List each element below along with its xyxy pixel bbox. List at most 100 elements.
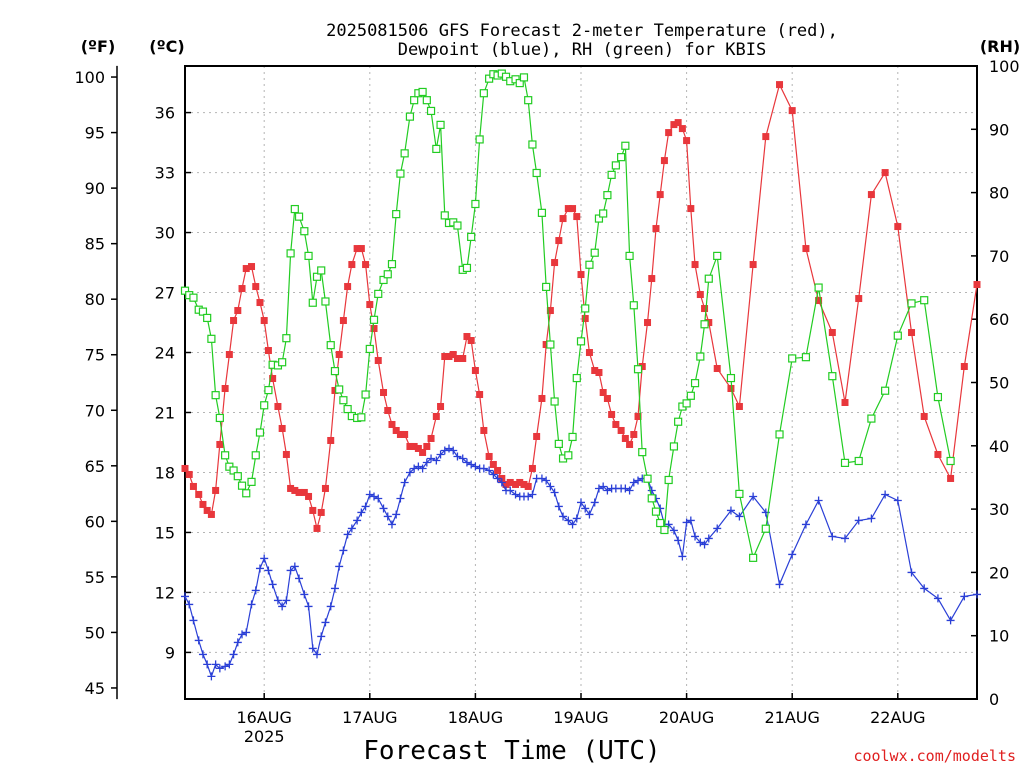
relative_humidity-point [881, 386, 890, 395]
dewpoint-point [238, 630, 247, 639]
temperature-point [524, 482, 532, 490]
dewpoint-point [664, 520, 673, 529]
relative_humidity-point [629, 301, 638, 310]
fahrenheit-tick-label: 75 [85, 346, 105, 365]
relative_humidity-point [501, 72, 511, 81]
dewpoint-point [308, 644, 317, 653]
temperature-point [317, 508, 325, 516]
dewpoint-point [749, 492, 758, 501]
relative_humidity-point [867, 414, 876, 423]
plot-area [180, 69, 981, 681]
temperature-point [713, 365, 721, 373]
relative_humidity-point [590, 248, 599, 257]
relative_humidity-point [304, 251, 313, 260]
relative_humidity-point [564, 451, 573, 460]
relative_humidity-point [282, 334, 291, 343]
dewpoint-point [881, 490, 890, 499]
relative_humidity-point [532, 168, 541, 178]
temperature-point [894, 223, 902, 231]
temperature-point [348, 261, 356, 269]
temperature-point [648, 275, 656, 283]
dewpoint-point [330, 584, 339, 593]
relative_humidity-point [546, 340, 555, 349]
dewpoint-point [268, 580, 277, 589]
fahrenheit-tick-label: 100 [74, 68, 105, 87]
temperature-point [599, 388, 607, 396]
dewpoint-point [207, 672, 216, 681]
fahrenheit-tick-label: 85 [85, 235, 105, 254]
relative_humidity-point [761, 524, 770, 533]
dewpoint-point [554, 502, 563, 511]
temperature-point [691, 261, 699, 269]
relative_humidity-point [700, 320, 709, 329]
temperature-point [445, 353, 453, 361]
temperature-point [494, 466, 502, 474]
temperature-point [908, 329, 916, 337]
dewpoint-point [497, 478, 506, 487]
temperature-point [644, 319, 652, 327]
temperature-point [881, 169, 889, 177]
celsius-tick-label: 12 [155, 583, 175, 602]
dewpoint-point [669, 526, 678, 535]
temperature-point [480, 426, 488, 434]
rh-tick-label: 10 [989, 627, 1009, 646]
relative_humidity-point [436, 120, 445, 129]
dewpoint-point [221, 662, 230, 671]
relative_humidity-point [625, 251, 634, 260]
time-tick-label: 18AUG [448, 708, 503, 727]
temperature-point [287, 484, 295, 492]
dewpoint-point [960, 592, 969, 601]
relative_humidity-point [647, 494, 656, 503]
relative_humidity-point [617, 153, 626, 162]
celsius-tick-label: 18 [155, 463, 175, 482]
chart-title-line1: 2025081506 GFS Forecast 2-meter Temperat… [326, 21, 838, 41]
relative_humidity-point [264, 385, 273, 395]
relative_humidity-point [814, 283, 823, 292]
temperature-point [331, 386, 339, 394]
temperature-point [634, 412, 642, 420]
dewpoint-point [440, 446, 449, 455]
time-tick-year: 2025 [244, 727, 285, 746]
temperature-point [591, 367, 599, 375]
temperature-point [366, 301, 374, 309]
relative_humidity-point [621, 141, 630, 150]
relative_humidity-point [479, 89, 488, 98]
relative_humidity-point [369, 315, 379, 324]
dewpoint-point [594, 484, 603, 493]
time-tick-label: 21AUG [764, 708, 819, 727]
dewpoint-point [392, 510, 401, 519]
relative_humidity-point [524, 96, 533, 105]
dewpoint-point [273, 596, 282, 605]
fahrenheit-tick-label: 80 [85, 290, 105, 309]
fahrenheit-tick-label: 55 [85, 568, 105, 587]
relative_humidity-point [581, 304, 590, 313]
temperature-point [638, 363, 646, 371]
dewpoint-point [189, 616, 198, 625]
temperature-point [776, 81, 784, 89]
temperature-point [788, 107, 796, 115]
temperature-point [520, 480, 528, 488]
relative_humidity-point [726, 373, 736, 383]
temperature-point [189, 482, 197, 490]
relative_humidity-point [294, 212, 304, 221]
temperature-point [401, 430, 409, 438]
dewpoint-point [585, 510, 594, 519]
temperature-point [374, 357, 382, 365]
relative_humidity-point [893, 331, 902, 340]
relative_humidity-point [321, 297, 330, 306]
temperature-point [467, 337, 475, 345]
temperature-series [181, 81, 981, 532]
relative_humidity-point [422, 96, 431, 105]
dewpoint-point [682, 518, 691, 527]
dewpoint-point [603, 486, 612, 495]
dewpoint-point [260, 554, 269, 563]
temperature-point [362, 261, 370, 269]
relative_humidity-point [585, 260, 594, 269]
relative_humidity-point [410, 96, 419, 105]
temperature-point [542, 341, 550, 349]
dewpoint-point [713, 524, 722, 533]
relative_humidity-point [308, 298, 317, 307]
temperature-point [660, 157, 668, 165]
temperature-point [203, 506, 211, 514]
temperature-point [181, 464, 189, 472]
